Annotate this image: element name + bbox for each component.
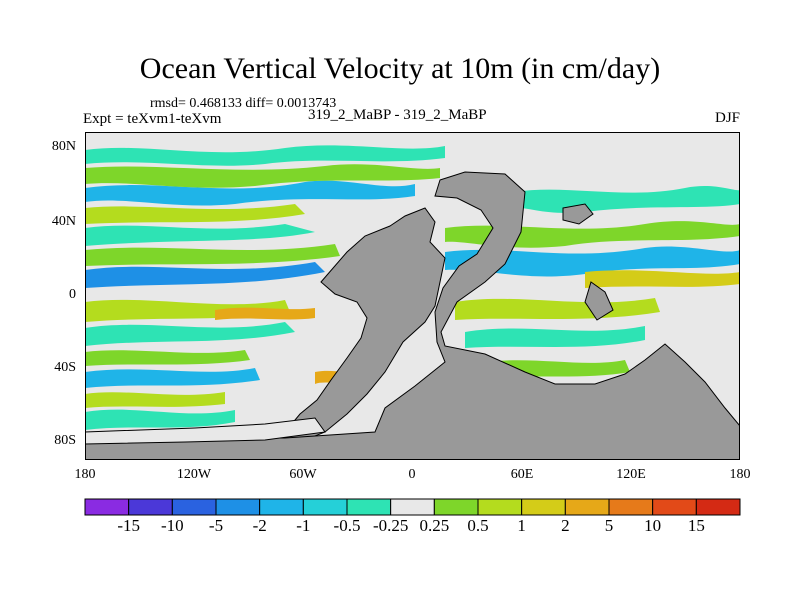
rmsd-stats: rmsd= 0.468133 diff= 0.0013743	[150, 96, 337, 111]
cbar-label: -2	[252, 516, 267, 535]
cbar-label: -10	[160, 516, 184, 535]
cbar-label: 10	[644, 516, 662, 535]
cbar-label: -15	[117, 516, 140, 535]
colorbar-box	[608, 498, 654, 516]
contour-fields	[85, 145, 740, 430]
colorbar-box	[433, 498, 479, 516]
colorbar-box	[259, 498, 304, 516]
colorbar-box	[346, 498, 392, 516]
velocity-map	[85, 132, 740, 460]
lon-tick-60w: 60W	[289, 467, 317, 482]
colorbar-box	[521, 498, 566, 516]
colorbar-box	[695, 498, 741, 516]
colorbar-box	[84, 498, 130, 516]
lon-tick-180e: 180	[729, 467, 751, 482]
colorbar-box	[215, 498, 261, 516]
small-island-landmass	[562, 203, 594, 225]
lon-tick-60e: 60E	[510, 467, 534, 482]
colorbar	[84, 498, 741, 516]
maritime-landmass	[584, 281, 614, 321]
cbar-label: -1	[296, 516, 311, 535]
runs-label: 319_2_MaBP - 319_2_MaBP	[308, 107, 487, 123]
chart-title: Ocean Vertical Velocity at 10m (in cm/da…	[139, 52, 661, 85]
colorbar-box	[564, 498, 610, 516]
lat-tick-40s: 40S	[54, 360, 76, 375]
colorbar-box	[390, 498, 435, 516]
season-label: DJF	[714, 110, 740, 126]
colorbar-box	[477, 498, 523, 516]
colorbar-box	[652, 498, 697, 516]
colorbar-box	[128, 498, 173, 516]
cbar-label: -5	[208, 516, 224, 535]
colorbar-box	[302, 498, 348, 516]
lon-tick-120w: 120W	[176, 467, 212, 482]
cbar-label: 1	[517, 516, 526, 535]
experiment-label: Expt = teXvm1-teXvm	[83, 111, 222, 127]
southern-coastal-strip	[85, 417, 326, 445]
lon-tick-120e: 120E	[616, 467, 646, 482]
landmasses	[85, 171, 740, 460]
cbar-label: -0.25	[372, 516, 409, 535]
main-continent-landmass	[85, 171, 740, 460]
cbar-label: 0.25	[419, 516, 450, 535]
lat-tick-80s: 80S	[54, 433, 76, 448]
cbar-label: 2	[561, 516, 570, 535]
cbar-label: 0.5	[467, 516, 489, 535]
lat-tick-80n: 80N	[51, 139, 76, 154]
cbar-label: 15	[687, 516, 705, 535]
lat-tick-0: 0	[69, 287, 76, 302]
lon-tick-0: 0	[408, 467, 416, 482]
colorbar-box	[171, 498, 217, 516]
map-frame	[85, 132, 740, 460]
cbar-label: -0.5	[333, 516, 361, 535]
cbar-label: 5	[604, 516, 614, 535]
lon-tick-180w: 180	[74, 467, 96, 482]
lat-tick-40n: 40N	[51, 214, 76, 229]
